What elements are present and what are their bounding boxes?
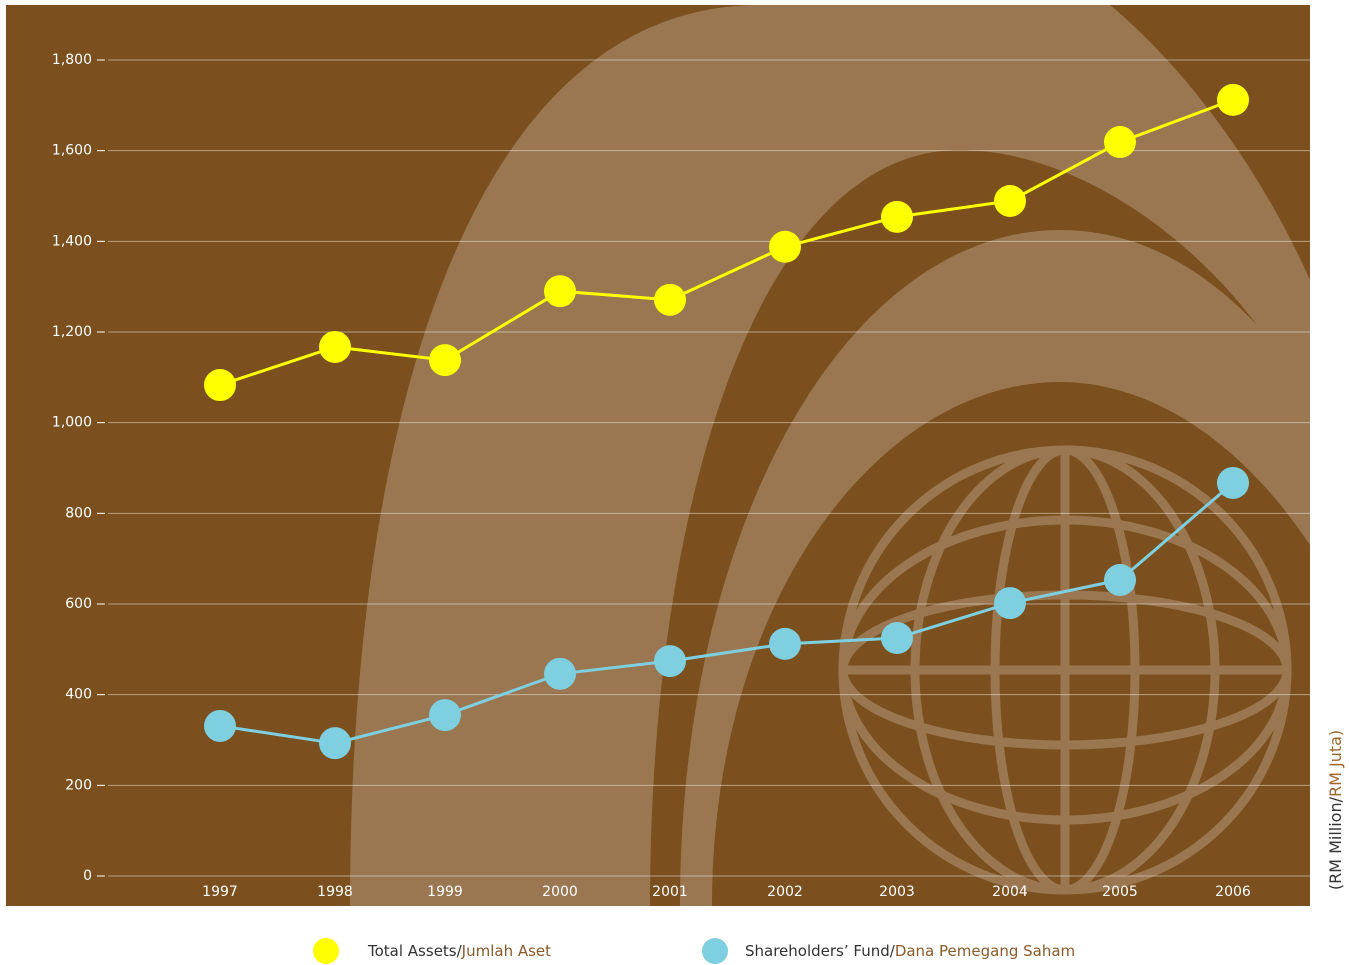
decoration [350, 5, 1310, 906]
x-tick-label: 2000 [542, 884, 578, 900]
data-point [544, 275, 576, 308]
data-point [204, 709, 236, 742]
legend-label: Shareholders’ Fund/Dana Pemegang Saham [745, 942, 1075, 960]
data-point [1104, 563, 1136, 596]
x-tick-label: 1999 [427, 884, 463, 900]
data-point [1217, 466, 1249, 499]
y-tick-label: 600 [65, 596, 92, 612]
legend-marker [313, 938, 339, 964]
y-tick-label: 0 [83, 868, 92, 884]
data-point [1104, 126, 1136, 159]
series-line [219, 481, 1234, 745]
data-point [654, 645, 686, 678]
y-tick-label: 400 [65, 687, 92, 703]
data-point [881, 622, 913, 654]
x-tick-label: 2004 [992, 884, 1028, 900]
x-tick-label: 2002 [767, 884, 803, 900]
y-tick-label: 1,600 [52, 143, 92, 159]
x-tick-label: 2001 [652, 884, 688, 900]
data-point [1217, 83, 1249, 116]
x-tick-label: 1997 [202, 884, 238, 900]
data-point [654, 283, 686, 316]
data-point [319, 727, 351, 760]
y-tick-label: 200 [65, 777, 92, 793]
data-point [881, 200, 913, 233]
data-point [994, 184, 1026, 217]
x-tick-label: 1998 [317, 884, 353, 900]
x-tick-label: 2005 [1102, 884, 1138, 900]
y-tick-label: 1,800 [52, 52, 92, 68]
legend-marker [702, 938, 728, 964]
x-tick-label: 2006 [1215, 884, 1251, 900]
y-axis-label: (RM Million/RM Juta) [1326, 730, 1345, 890]
x-tick-label: 2003 [879, 884, 915, 900]
legend-label: Total Assets/Jumlah Aset [367, 942, 551, 960]
data-point [769, 627, 801, 660]
data-point [429, 344, 461, 377]
data-point [319, 330, 351, 363]
y-tick-label: 1,000 [52, 415, 92, 431]
y-tick-label: 800 [65, 505, 92, 521]
globe [838, 445, 1292, 895]
data-point [994, 587, 1026, 620]
series-line [219, 98, 1234, 387]
y-tick-label: 1,200 [52, 324, 92, 340]
y-tick-label: 1,400 [52, 233, 92, 249]
data-point [429, 699, 461, 732]
data-point [204, 369, 236, 402]
data-point [769, 230, 801, 263]
data-point [544, 657, 576, 690]
